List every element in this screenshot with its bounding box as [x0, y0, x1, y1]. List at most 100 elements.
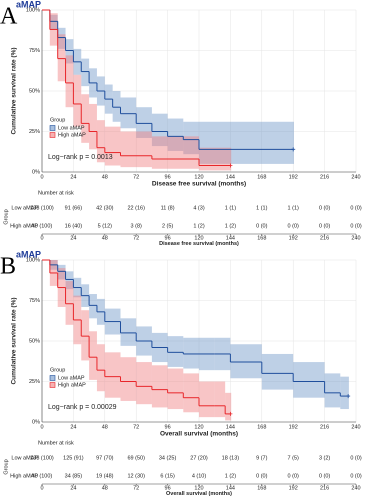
- chart-title: aMAP: [16, 0, 41, 9]
- confidence-band: [49, 14, 58, 30]
- x-tick-label: 96: [165, 174, 171, 180]
- x-tick-label: 0: [40, 424, 43, 430]
- risk-cell: 1 (2): [225, 473, 236, 479]
- x-tick-label: 48: [102, 424, 108, 430]
- x-tick-label: 48: [102, 174, 108, 180]
- x-tick-label: 72: [133, 174, 139, 180]
- risk-cell: 16 (40): [65, 223, 83, 229]
- risk-tick-label: 144: [226, 485, 235, 491]
- legend-swatch: [49, 125, 56, 131]
- x-tick-label: 168: [257, 174, 266, 180]
- risk-tick-label: 72: [133, 235, 139, 241]
- legend-title: Group: [50, 117, 65, 123]
- risk-tick-label: 48: [102, 235, 108, 241]
- risk-cell: 97 (70): [96, 455, 114, 461]
- risk-cell: 19 (48): [96, 473, 114, 479]
- confidence-band: [96, 120, 105, 163]
- annotation: Log−rank p = 0.0013: [48, 154, 113, 161]
- risk-cell: 22 (16): [127, 205, 145, 211]
- risk-axis-label: Overall survival (months): [166, 491, 232, 497]
- risk-tick-label: 96: [165, 235, 171, 241]
- risk-cell: 42 (30): [96, 205, 114, 211]
- y-tick-label: 0%: [32, 419, 40, 425]
- risk-cell: 1 (2): [193, 223, 204, 229]
- risk-cell: 40 (100): [32, 473, 53, 479]
- risk-cell: 40 (100): [32, 223, 53, 229]
- confidence-band: [136, 107, 152, 138]
- confidence-band: [81, 310, 90, 361]
- annotation: Log−rank p = 0.00029: [48, 404, 117, 411]
- confidence-band: [261, 353, 294, 390]
- risk-cell: 0 (0): [319, 205, 330, 211]
- confidence-band: [167, 118, 184, 151]
- risk-cell: 12 (30): [127, 473, 145, 479]
- legend-label: Low aMAP: [58, 125, 85, 131]
- y-tick-label: 100%: [26, 7, 40, 13]
- confidence-band: [120, 318, 137, 346]
- confidence-band: [81, 94, 90, 143]
- risk-tick-label: 216: [320, 485, 329, 491]
- confidence-band: [293, 121, 294, 164]
- censor-mark: [228, 411, 233, 416]
- risk-cell: 0 (0): [319, 473, 330, 479]
- risk-tick-label: 120: [194, 485, 203, 491]
- confidence-band: [230, 344, 262, 379]
- risk-cell: 0 (0): [256, 223, 267, 229]
- panel-label: A: [0, 4, 18, 30]
- risk-axis-label: Disease free survival (months): [159, 241, 239, 247]
- confidence-band: [151, 136, 199, 169]
- risk-row-name: Low aMAP: [11, 455, 38, 461]
- risk-cell: 69 (50): [127, 455, 145, 461]
- risk-cell: 1 (2): [225, 223, 236, 229]
- confidence-band: [73, 74, 82, 127]
- risk-tick-label: 0: [40, 485, 43, 491]
- risk-cell: 11 (8): [161, 205, 175, 211]
- y-tick-label: 100%: [26, 257, 40, 263]
- risk-cell: 138 (100): [30, 455, 54, 461]
- y-tick-label: 50%: [29, 338, 40, 344]
- y-axis-label: Cumulative survival rate (%): [11, 297, 18, 384]
- y-tick-label: 50%: [29, 88, 40, 94]
- x-tick-label: 96: [165, 424, 171, 430]
- legend-title: Group: [50, 367, 65, 373]
- risk-cell: 18 (13): [222, 455, 240, 461]
- x-tick-label: 144: [226, 424, 235, 430]
- y-tick-label: 25%: [29, 379, 40, 385]
- confidence-band: [57, 27, 66, 49]
- risk-tick-label: 0: [40, 235, 43, 241]
- panel-label: B: [0, 254, 16, 280]
- confidence-band: [65, 55, 74, 108]
- confidence-band: [104, 126, 121, 166]
- confidence-band: [230, 147, 232, 171]
- risk-cell: 6 (15): [160, 473, 175, 479]
- x-tick-label: 24: [70, 424, 76, 430]
- risk-group-label: Group: [3, 459, 9, 474]
- confidence-band: [167, 336, 184, 367]
- risk-cell: 0 (0): [288, 223, 299, 229]
- confidence-band: [293, 362, 325, 398]
- confidence-band: [96, 344, 105, 392]
- legend-label: High aMAP: [58, 132, 86, 138]
- risk-cell: 1 (1): [288, 205, 299, 211]
- chart-title: aMAP: [16, 249, 41, 259]
- legend-swatch: [49, 132, 56, 138]
- confidence-band: [348, 376, 349, 410]
- confidence-band: [120, 97, 137, 129]
- confidence-band: [230, 392, 232, 421]
- risk-cell: 91 (66): [65, 205, 83, 211]
- risk-tick-label: 240: [351, 235, 360, 241]
- confidence-band: [81, 58, 90, 87]
- risk-cell: 0 (0): [256, 473, 267, 479]
- risk-cell: 1 (1): [225, 205, 236, 211]
- risk-tick-label: 24: [70, 485, 76, 491]
- confidence-band: [89, 294, 97, 319]
- confidence-band: [57, 264, 66, 280]
- x-tick-label: 240: [351, 174, 360, 180]
- risk-row-name: High aMAP: [10, 473, 38, 479]
- risk-cell: 0 (0): [319, 223, 330, 229]
- x-tick-label: 192: [289, 174, 298, 180]
- confidence-band: [120, 131, 152, 168]
- confidence-band: [324, 373, 341, 408]
- risk-cell: 0 (0): [350, 455, 361, 461]
